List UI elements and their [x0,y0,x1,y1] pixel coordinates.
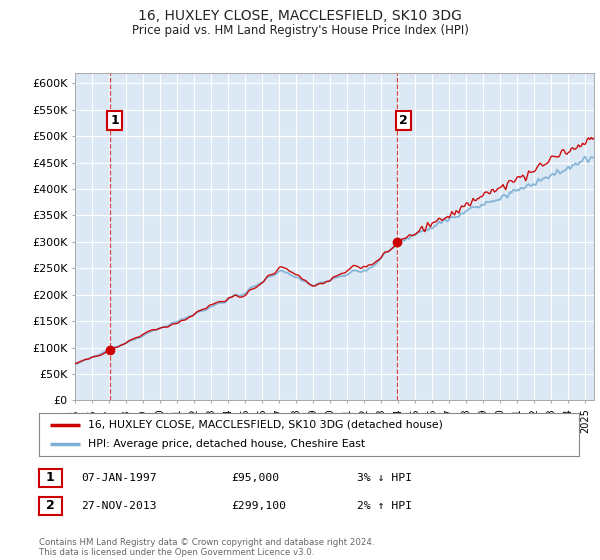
Text: Contains HM Land Registry data © Crown copyright and database right 2024.
This d: Contains HM Land Registry data © Crown c… [39,538,374,557]
Text: 3% ↓ HPI: 3% ↓ HPI [357,473,412,483]
Text: HPI: Average price, detached house, Cheshire East: HPI: Average price, detached house, Ches… [88,439,365,449]
Text: 16, HUXLEY CLOSE, MACCLESFIELD, SK10 3DG (detached house): 16, HUXLEY CLOSE, MACCLESFIELD, SK10 3DG… [88,420,442,430]
Text: £299,100: £299,100 [231,501,286,511]
Text: 2: 2 [46,499,55,512]
Text: Price paid vs. HM Land Registry's House Price Index (HPI): Price paid vs. HM Land Registry's House … [131,24,469,36]
Text: 1: 1 [46,471,55,484]
Text: 2% ↑ HPI: 2% ↑ HPI [357,501,412,511]
Text: 16, HUXLEY CLOSE, MACCLESFIELD, SK10 3DG: 16, HUXLEY CLOSE, MACCLESFIELD, SK10 3DG [138,9,462,23]
Text: 27-NOV-2013: 27-NOV-2013 [81,501,157,511]
Text: 2: 2 [399,114,408,127]
Text: 1: 1 [110,114,119,127]
Text: 07-JAN-1997: 07-JAN-1997 [81,473,157,483]
Text: £95,000: £95,000 [231,473,279,483]
